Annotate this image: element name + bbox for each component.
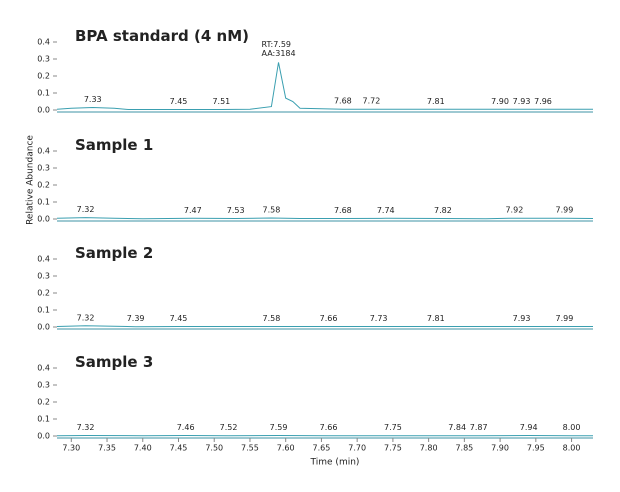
x-tick-label: 7.60 <box>277 444 295 453</box>
panel-title: Sample 1 <box>75 136 153 154</box>
x-tick-label: 7.80 <box>420 444 438 453</box>
y-tick-label: 0.4 <box>37 38 50 47</box>
peak-label: 7.90 <box>491 97 509 106</box>
peak-label: 7.45 <box>170 97 188 106</box>
y-tick-label: 0.2 <box>37 72 50 81</box>
y-tick-label: 0.4 <box>37 364 50 373</box>
peak-label: 7.72 <box>363 97 381 106</box>
peak-label: 7.99 <box>556 206 574 215</box>
y-tick-label: 0.2 <box>37 289 50 298</box>
peak-label: 8.00 <box>563 423 581 432</box>
peak-label: 7.46 <box>177 423 195 432</box>
peak-label: 7.93 <box>513 97 531 106</box>
peak-label: 7.52 <box>220 423 238 432</box>
y-tick-label: 0.0 <box>37 432 50 441</box>
y-tick-label: 0.0 <box>37 106 50 115</box>
x-tick-label: 7.30 <box>62 444 80 453</box>
peak-label: 7.87 <box>470 423 488 432</box>
x-tick-label: 7.65 <box>313 444 331 453</box>
peak-label: 7.47 <box>184 206 202 215</box>
x-tick-label: 8.00 <box>563 444 581 453</box>
peak-label: 7.39 <box>127 314 145 323</box>
peak-label: 7.53 <box>227 206 245 215</box>
peak-label: 7.94 <box>520 423 538 432</box>
panel-title: BPA standard (4 nM) <box>75 27 249 45</box>
x-tick-label: 7.75 <box>384 444 402 453</box>
peak-label: 7.81 <box>427 97 445 106</box>
peak-label: 7.66 <box>320 314 338 323</box>
y-tick-label: 0.1 <box>37 89 50 98</box>
peak-label: 7.32 <box>77 313 95 322</box>
peak-label: 7.51 <box>212 97 230 106</box>
peak-label: 7.32 <box>77 205 95 214</box>
x-tick-label: 7.70 <box>348 444 366 453</box>
peak-label: 7.58 <box>262 314 280 323</box>
peak-label: 7.92 <box>505 206 523 215</box>
peak-annotation: RT:7.59 <box>262 40 292 49</box>
peak-label: 7.73 <box>370 314 388 323</box>
trace <box>56 62 593 110</box>
peak-label: 7.74 <box>377 206 395 215</box>
x-tick-label: 7.40 <box>134 444 152 453</box>
y-tick-label: 0.0 <box>37 323 50 332</box>
peak-label: 7.84 <box>448 423 466 432</box>
y-tick-label: 0.1 <box>37 306 50 315</box>
x-tick-label: 7.85 <box>455 444 473 453</box>
y-tick-label: 0.0 <box>37 215 50 224</box>
y-tick-label: 0.3 <box>37 164 50 173</box>
peak-label: 7.59 <box>270 423 288 432</box>
y-tick-label: 0.3 <box>37 55 50 64</box>
trace <box>56 217 594 220</box>
y-tick-label: 0.1 <box>37 415 50 424</box>
x-tick-label: 7.50 <box>205 444 223 453</box>
y-tick-label: 0.3 <box>37 381 50 390</box>
peak-annotation: AA:3184 <box>262 49 296 58</box>
peak-label: 7.33 <box>84 95 102 104</box>
y-tick-label: 0.4 <box>37 147 50 156</box>
peak-label: 7.68 <box>334 97 352 106</box>
peak-label: 7.66 <box>320 423 338 432</box>
y-tick-label: 0.3 <box>37 272 50 281</box>
peak-label: 7.93 <box>513 314 531 323</box>
x-tick-label: 7.35 <box>98 444 116 453</box>
panel-title: Sample 3 <box>75 353 153 371</box>
x-axis-title: Time (min) <box>310 458 360 468</box>
y-axis-title: Relative Abundance <box>26 135 36 225</box>
y-tick-label: 0.2 <box>37 181 50 190</box>
peak-label: 7.32 <box>77 423 95 432</box>
panel-title: Sample 2 <box>75 244 153 262</box>
y-tick-label: 0.2 <box>37 398 50 407</box>
trace <box>56 325 593 328</box>
peak-label: 7.68 <box>334 206 352 215</box>
x-tick-label: 7.45 <box>170 444 188 453</box>
x-tick-label: 7.90 <box>491 444 509 453</box>
peak-label: 7.81 <box>427 314 445 323</box>
y-tick-label: 0.1 <box>37 198 50 207</box>
peak-label: 7.96 <box>534 97 552 106</box>
peak-label: 7.99 <box>556 314 574 323</box>
peak-label: 7.45 <box>170 314 188 323</box>
y-tick-label: 0.4 <box>37 255 50 264</box>
peak-label: 7.75 <box>384 423 402 432</box>
peak-label: 7.82 <box>434 206 452 215</box>
x-tick-label: 7.95 <box>527 444 545 453</box>
x-tick-label: 7.55 <box>241 444 259 453</box>
peak-label: 7.58 <box>262 205 280 214</box>
